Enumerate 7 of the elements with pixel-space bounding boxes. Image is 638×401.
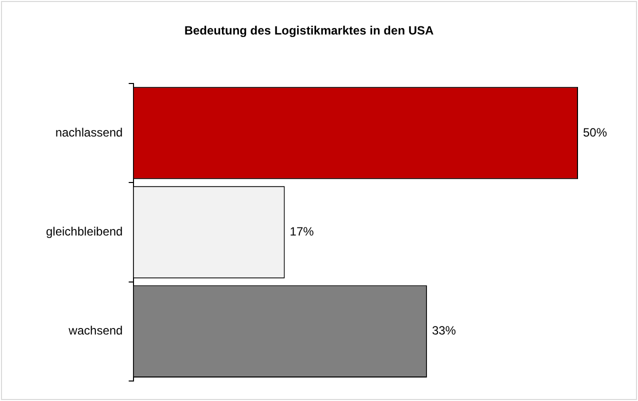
- chart-title: Bedeutung des Logistikmarktes in den USA: [184, 24, 434, 38]
- data-label: 50%: [583, 125, 608, 140]
- y-tick-label: gleichbleibend: [46, 224, 123, 239]
- y-tick-label: nachlassend: [55, 125, 123, 140]
- y-tick-label: wachsend: [68, 324, 123, 338]
- data-label: 33%: [432, 324, 456, 338]
- data-label: 17%: [290, 224, 314, 239]
